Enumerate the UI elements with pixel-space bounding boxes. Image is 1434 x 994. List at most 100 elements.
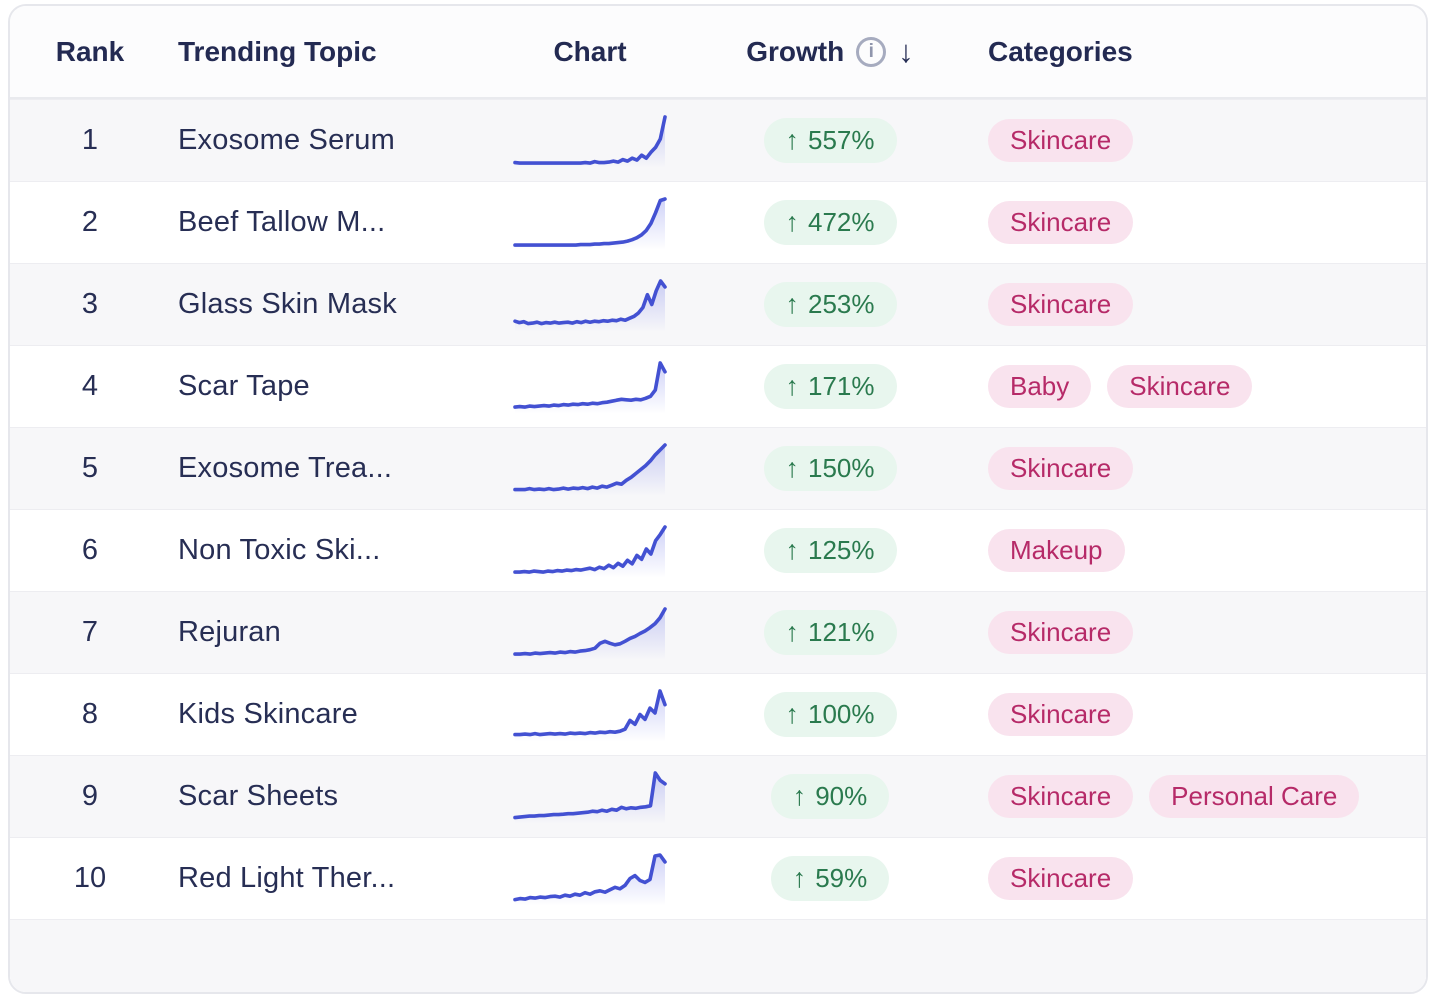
topic-cell: Beef Tallow M... xyxy=(178,206,386,238)
rank-cell: 2 xyxy=(81,206,99,238)
growth-badge: ↑ 125% xyxy=(763,527,897,574)
growth-cell: ↑ 90% xyxy=(680,773,980,820)
growth-up-icon: ↑ xyxy=(785,288,800,319)
growth-cell: ↑ 121% xyxy=(680,609,980,656)
categories-cell: Makeup xyxy=(980,528,1426,573)
table-row[interactable]: 10 Red Light Ther... ↑ 59% Skincare xyxy=(10,837,1426,919)
table-row[interactable]: 4 Scar Tape ↑ 171% Baby Skincare xyxy=(10,345,1426,427)
rank-cell: 9 xyxy=(81,780,99,812)
rank-cell: 1 xyxy=(81,124,99,156)
table-row[interactable]: 1 Exosome Serum ↑ 557% Skincare xyxy=(10,99,1426,181)
category-chip: Skincare xyxy=(988,118,1134,163)
sparkline-chart xyxy=(513,770,667,824)
growth-badge: ↑ 472% xyxy=(763,199,897,246)
sparkline-chart xyxy=(513,278,667,332)
chart-cell xyxy=(500,193,680,253)
topic-cell: Exosome Serum xyxy=(178,124,395,156)
column-header-topic: Trending Topic xyxy=(178,35,377,67)
sparkline-chart xyxy=(513,360,667,414)
growth-up-icon: ↑ xyxy=(785,616,800,647)
column-header-growth[interactable]: Growth i ↓ xyxy=(680,36,980,68)
table-row[interactable]: 7 Rejuran ↑ 121% Skincare xyxy=(10,591,1426,673)
rank-cell: 6 xyxy=(81,534,99,566)
categories-cell: Skincare xyxy=(980,118,1426,163)
categories-cell: Skincare Personal Care xyxy=(980,774,1426,819)
growth-value: 90% xyxy=(815,780,868,811)
chart-cell xyxy=(500,767,680,827)
topic-cell: Rejuran xyxy=(178,616,281,648)
chart-cell xyxy=(500,357,680,417)
growth-cell: ↑ 125% xyxy=(680,527,980,574)
chart-cell xyxy=(500,439,680,499)
growth-up-icon: ↑ xyxy=(785,698,800,729)
chart-cell xyxy=(500,603,680,663)
category-chip: Skincare xyxy=(988,200,1134,245)
rank-cell: 10 xyxy=(73,862,107,894)
table-row[interactable]: 8 Kids Skincare ↑ 100% Skincare xyxy=(10,673,1426,755)
growth-value: 150% xyxy=(808,452,875,483)
topic-cell: Non Toxic Ski... xyxy=(178,534,381,566)
sparkline-chart xyxy=(513,606,667,660)
growth-cell: ↑ 59% xyxy=(680,855,980,902)
sparkline-chart xyxy=(513,114,667,168)
table-row[interactable]: 5 Exosome Trea... ↑ 150% Skincare xyxy=(10,427,1426,509)
growth-value: 472% xyxy=(808,206,875,237)
categories-cell: Skincare xyxy=(980,446,1426,491)
growth-value: 253% xyxy=(808,288,875,319)
growth-badge: ↑ 90% xyxy=(770,773,890,820)
rank-cell: 5 xyxy=(81,452,99,484)
growth-up-icon: ↑ xyxy=(792,780,807,811)
growth-up-icon: ↑ xyxy=(785,534,800,565)
rank-cell: 4 xyxy=(81,370,99,402)
growth-up-icon: ↑ xyxy=(785,206,800,237)
growth-badge: ↑ 557% xyxy=(763,117,897,164)
categories-cell: Skincare xyxy=(980,282,1426,327)
sparkline-chart xyxy=(513,688,667,742)
topic-cell: Kids Skincare xyxy=(178,698,358,730)
categories-cell: Skincare xyxy=(980,692,1426,737)
topic-cell: Exosome Trea... xyxy=(178,452,393,484)
category-chip: Skincare xyxy=(988,692,1134,737)
growth-up-icon: ↑ xyxy=(785,370,800,401)
category-chip: Baby xyxy=(988,364,1092,409)
category-chip: Skincare xyxy=(1107,364,1253,409)
category-chip: Personal Care xyxy=(1149,774,1360,819)
sparkline-chart xyxy=(513,524,667,578)
category-chip: Skincare xyxy=(988,446,1134,491)
growth-badge: ↑ 150% xyxy=(763,445,897,492)
table-body: 1 Exosome Serum ↑ 557% Skincare 2 Beef Tallow … xyxy=(10,99,1426,992)
info-icon[interactable]: i xyxy=(856,36,887,67)
topic-cell: Red Light Ther... xyxy=(178,862,396,894)
column-header-categories: Categories xyxy=(988,35,1133,67)
chart-cell xyxy=(500,275,680,335)
growth-cell: ↑ 100% xyxy=(680,691,980,738)
growth-badge: ↑ 59% xyxy=(770,855,890,902)
sparkline-chart xyxy=(513,852,667,906)
growth-cell: ↑ 150% xyxy=(680,445,980,492)
topic-cell: Glass Skin Mask xyxy=(178,288,397,320)
category-chip: Skincare xyxy=(988,282,1134,327)
growth-up-icon: ↑ xyxy=(785,452,800,483)
growth-value: 557% xyxy=(808,124,875,155)
rank-cell: 3 xyxy=(81,288,99,320)
table-row[interactable]: 2 Beef Tallow M... ↑ 472% Skincare xyxy=(10,181,1426,263)
growth-cell: ↑ 253% xyxy=(680,281,980,328)
category-chip: Skincare xyxy=(988,610,1134,655)
table-row-partial xyxy=(10,919,1426,992)
growth-up-icon: ↑ xyxy=(785,124,800,155)
growth-cell: ↑ 557% xyxy=(680,117,980,164)
rank-cell: 8 xyxy=(81,698,99,730)
table-row[interactable]: 9 Scar Sheets ↑ 90% Skincare Personal Care xyxy=(10,755,1426,837)
chart-cell xyxy=(500,685,680,745)
category-chip: Skincare xyxy=(988,774,1134,819)
category-chip: Skincare xyxy=(988,856,1134,901)
table-row[interactable]: 3 Glass Skin Mask ↑ 253% Skincare xyxy=(10,263,1426,345)
growth-value: 100% xyxy=(808,698,875,729)
growth-badge: ↑ 100% xyxy=(763,691,897,738)
sort-desc-icon[interactable]: ↓ xyxy=(898,34,914,69)
table-header-row: Rank Trending Topic Chart Growth i ↓ Cat… xyxy=(10,6,1426,99)
topic-cell: Scar Tape xyxy=(178,370,310,402)
table-row[interactable]: 6 Non Toxic Ski... ↑ 125% Makeup xyxy=(10,509,1426,591)
growth-cell: ↑ 171% xyxy=(680,363,980,410)
growth-value: 59% xyxy=(815,862,868,893)
